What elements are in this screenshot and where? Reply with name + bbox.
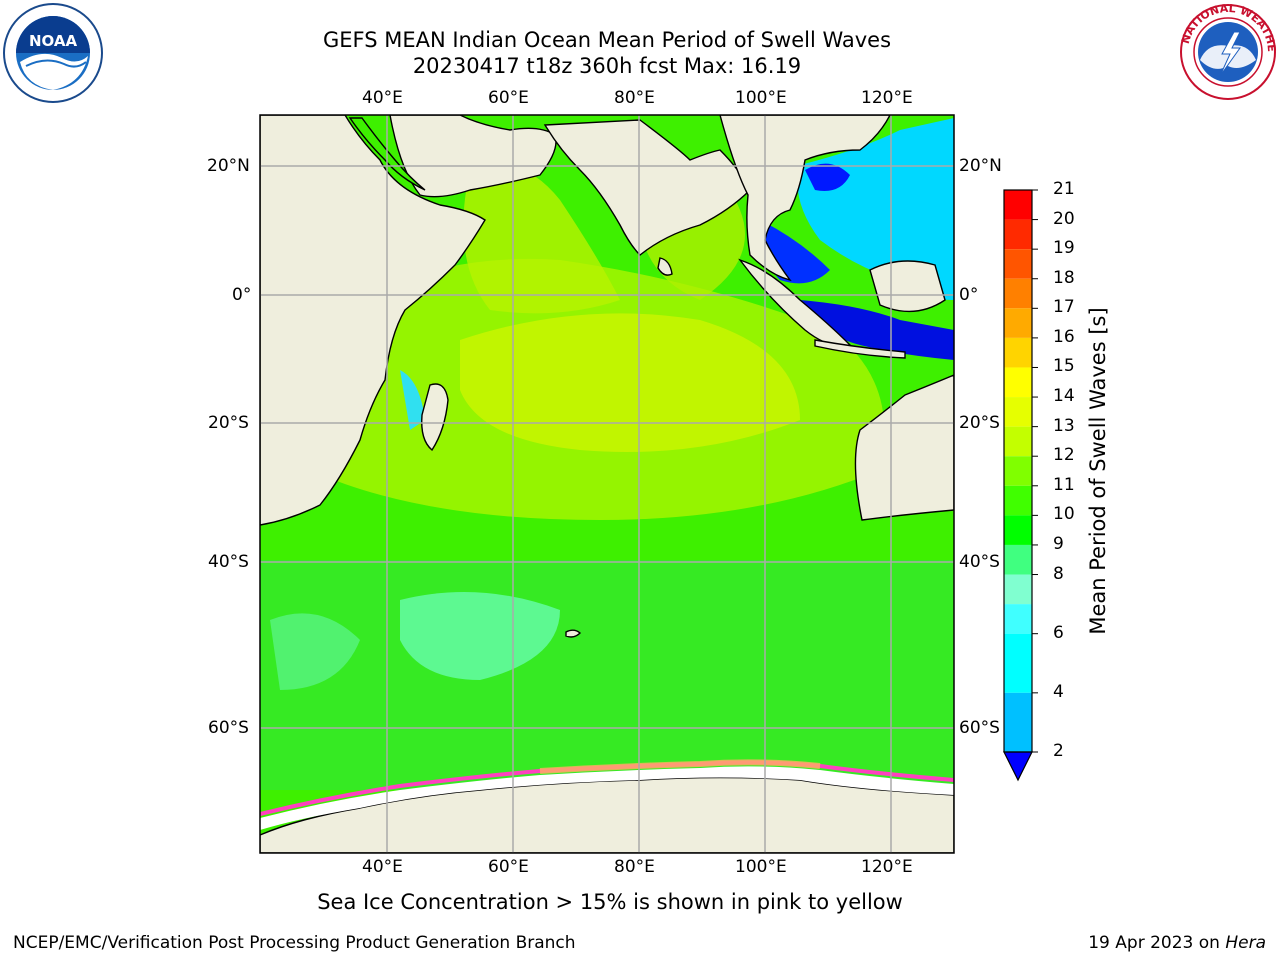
colorbar xyxy=(1003,189,1038,782)
colorbar-extension xyxy=(1003,751,1033,782)
lat-tick-right-20s: 20°S xyxy=(959,413,1000,433)
swell-field-low xyxy=(400,592,560,680)
colorbar-segment xyxy=(1004,278,1032,309)
svg-text:NOAA: NOAA xyxy=(29,32,78,50)
lon-tick-bottom-80e: 80°E xyxy=(614,857,655,877)
swell-field-gulf-thailand xyxy=(805,163,850,191)
colorbar-segment xyxy=(1004,337,1032,368)
sea-ice-note: Sea Ice Concentration > 15% is shown in … xyxy=(317,890,903,914)
colorbar-tick-label: 20 xyxy=(1053,208,1075,229)
colorbar-tick-label: 16 xyxy=(1053,326,1075,347)
footer-credit: NCEP/EMC/Verification Post Processing Pr… xyxy=(13,933,576,953)
colorbar-segment xyxy=(1004,397,1032,427)
lon-tick-top-80e: 80°E xyxy=(614,88,655,108)
india-land xyxy=(543,119,751,256)
colorbar-tick-label: 10 xyxy=(1053,504,1075,525)
colorbar-tick-label: 6 xyxy=(1053,622,1064,643)
colorbar-tick-label: 13 xyxy=(1053,415,1075,436)
colorbar-label: Mean Period of Swell Waves [s] xyxy=(1086,307,1110,635)
sri-lanka-land xyxy=(657,257,673,276)
colorbar-segment xyxy=(1004,249,1032,279)
chart-title: GEFS MEAN Indian Ocean Mean Period of Sw… xyxy=(322,28,892,52)
borneo-land xyxy=(869,260,946,313)
footer-host: Hera xyxy=(1225,933,1266,953)
lon-tick-top-100e: 100°E xyxy=(735,88,787,108)
colorbar-segment xyxy=(1004,426,1032,457)
colorbar-tick-label: 11 xyxy=(1053,474,1075,495)
sea-ice-white xyxy=(260,766,954,830)
colorbar-segment xyxy=(1004,485,1032,516)
lon-tick-bottom-100e: 100°E xyxy=(735,857,787,877)
nws-logo: NATIONAL WEATHER SERVICE xyxy=(1174,0,1278,102)
swell-field-java-sea xyxy=(800,300,954,360)
arabia-land xyxy=(389,115,557,198)
colorbar-segment xyxy=(1004,219,1032,250)
sea-ice xyxy=(260,759,954,830)
swell-field-scs xyxy=(797,118,954,300)
colorbar-segment xyxy=(1004,515,1032,545)
colorbar-tick-label: 17 xyxy=(1053,297,1075,318)
madagascar-land xyxy=(421,383,449,452)
colorbar-tick-label: 18 xyxy=(1053,267,1075,288)
colorbar-tick-label: 8 xyxy=(1053,563,1064,584)
lat-tick-right-20n: 20°N xyxy=(959,156,1002,176)
colorbar-segment xyxy=(1004,633,1032,693)
australia-land xyxy=(854,374,954,521)
colorbar-tick-label: 14 xyxy=(1053,386,1075,407)
colorbar-tick-label: 2 xyxy=(1053,741,1064,761)
graticule xyxy=(260,115,954,853)
colorbar-tick-label: 12 xyxy=(1053,445,1075,466)
lon-tick-bottom-120e: 120°E xyxy=(861,857,913,877)
colorbar-tick-label: 9 xyxy=(1053,533,1064,554)
colorbar-segment xyxy=(1004,190,1032,220)
map-area xyxy=(260,115,954,853)
lat-tick-right-0: 0° xyxy=(959,285,979,305)
lat-tick-left-0: 0° xyxy=(232,285,252,305)
kerguelen-land xyxy=(565,629,582,638)
colorbar-tick-label: 21 xyxy=(1053,179,1075,199)
colorbar-tick-label: 4 xyxy=(1053,681,1064,702)
lon-tick-top-60e: 60°E xyxy=(488,88,529,108)
map-frame xyxy=(259,114,955,854)
lon-tick-top-40e: 40°E xyxy=(362,88,403,108)
chart-subtitle: 20230417 t18z 360h fcst Max: 16.19 xyxy=(412,54,802,78)
lon-tick-bottom-60e: 60°E xyxy=(488,857,529,877)
lat-tick-right-40s: 40°S xyxy=(959,552,1000,572)
swell-field-arabian xyxy=(463,164,620,314)
colorbar-segment xyxy=(1004,456,1032,486)
lat-tick-left-60s: 60°S xyxy=(208,718,249,738)
footer-date: 19 Apr 2023 on Hera xyxy=(1088,933,1266,953)
swell-field-low-west xyxy=(270,613,360,690)
lon-tick-top-120e: 120°E xyxy=(861,88,913,108)
lat-tick-right-60s: 60°S xyxy=(959,718,1000,738)
swell-field-south xyxy=(260,560,954,790)
colorbar-segment xyxy=(1004,308,1032,338)
colorbar-segment xyxy=(1004,544,1032,575)
swell-field-mozambique xyxy=(400,370,425,430)
footer-date-text: 19 Apr 2023 on xyxy=(1088,933,1226,953)
colorbar-segment xyxy=(1004,692,1032,752)
lon-tick-bottom-40e: 40°E xyxy=(362,857,403,877)
java-land xyxy=(814,339,906,359)
colorbar-segment xyxy=(1004,574,1032,605)
colorbar-segment xyxy=(1004,367,1032,398)
lat-tick-left-20n: 20°N xyxy=(207,156,250,176)
colorbar-segment xyxy=(1004,604,1032,634)
colorbar-frame xyxy=(1003,189,1033,753)
sea-ice-edge-orange xyxy=(539,759,821,774)
noaa-logo: NOAA xyxy=(2,2,104,104)
colorbar-tick-label: 15 xyxy=(1053,356,1075,377)
lat-tick-left-40s: 40°S xyxy=(208,552,249,572)
colorbar-tick-label: 19 xyxy=(1053,238,1075,259)
lat-tick-left-20s: 20°S xyxy=(208,413,249,433)
swell-field-peak xyxy=(460,313,800,452)
